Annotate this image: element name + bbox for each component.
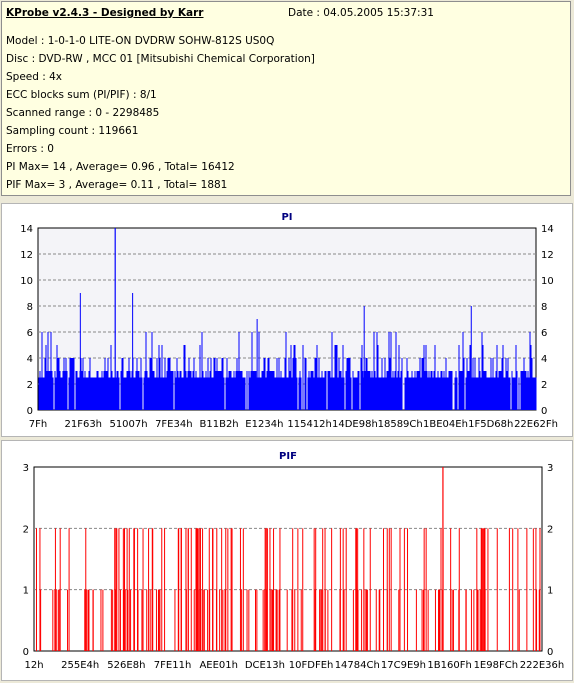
x-tick-label: 1E98FCh: [474, 660, 518, 671]
pif-chart-panel: PIF 0 0 1 1 2 2 3 3 12h 255E4h 526E8h 7FE11h AEE01h DC…: [1, 440, 573, 681]
y-tick-label-left: 2: [27, 380, 33, 391]
x-tick-label: 22E62Fh: [514, 419, 558, 430]
y-tick-label-right: 0: [541, 406, 547, 417]
y-tick-label-left: 0: [23, 647, 29, 658]
scan-date: Date : 04.05.2005 15:37:31: [288, 7, 434, 19]
x-tick-label: 7Fh: [29, 419, 47, 430]
y-tick-label-right: 10: [541, 276, 554, 287]
x-tick-label: 17C9E9h: [381, 660, 426, 671]
x-tick-label: 115412h: [287, 419, 332, 430]
y-tick-label-left: 4: [27, 354, 33, 365]
x-tick-label: 10FDFEh: [289, 660, 334, 671]
y-tick-label-right: 12: [541, 250, 554, 261]
x-tick-label: DCE13h: [245, 660, 285, 671]
pi-chart-panel: PI 0 0 2 2 4 4 6 6 8 8 10 10 12 12 14 14 7Fh 21F63h 51007h 7…: [1, 203, 573, 437]
chart-title: PIF: [279, 451, 297, 462]
x-tick-label: 222E36h: [520, 660, 564, 671]
y-tick-label-right: 3: [547, 463, 553, 474]
x-tick-label: 14DE98h: [332, 419, 378, 430]
y-tick-label-right: 2: [547, 524, 553, 535]
y-tick-label-right: 4: [541, 354, 547, 365]
info-panel: KProbe v2.4.3 - Designed by Karr Date : …: [1, 1, 571, 196]
y-tick-label-right: 14: [541, 224, 554, 235]
sampling-line: Sampling count : 119661: [6, 125, 139, 137]
bars: [38, 228, 537, 410]
y-tick-label-left: 0: [27, 406, 33, 417]
y-tick-label-left: 14: [20, 224, 33, 235]
pif-summary-line: PIF Max= 3 , Average= 0.11 , Total= 1881: [6, 179, 228, 191]
x-tick-label: 1F5D68h: [468, 419, 513, 430]
ecc-line: ECC blocks sum (PI/PIF) : 8/1: [6, 89, 157, 101]
pi-chart: PI 0 0 2 2 4 4 6 6 8 8 10 10 12 12 14 14 7Fh 21F63h 51007h 7…: [20, 212, 558, 430]
app-title: KProbe v2.4.3 - Designed by Karr: [6, 7, 204, 19]
y-tick-label-right: 6: [541, 328, 547, 339]
x-tick-label: 1BE04Eh: [423, 419, 468, 430]
x-tick-label: 255E4h: [61, 660, 99, 671]
x-tick-label: 7FE34h: [155, 419, 193, 430]
x-tick-label: 7FE11h: [154, 660, 192, 671]
x-tick-label: B11B2h: [200, 419, 239, 430]
x-tick-label: 51007h: [109, 419, 147, 430]
y-tick-label-left: 12: [20, 250, 33, 261]
range-line: Scanned range : 0 - 2298485: [6, 107, 160, 119]
x-tick-label: 21F63h: [64, 419, 102, 430]
y-tick-label-left: 10: [20, 276, 33, 287]
y-tick-label-left: 6: [27, 328, 33, 339]
x-tick-label: 18589Ch: [378, 419, 423, 430]
pif-chart: PIF 0 0 1 1 2 2 3 3 12h 255E4h 526E8h 7FE11h AEE01h DC…: [23, 451, 565, 671]
x-tick-label: E1234h: [245, 419, 283, 430]
y-tick-label-left: 8: [27, 302, 33, 313]
x-tick-label: AEE01h: [199, 660, 238, 671]
speed-line: Speed : 4x: [6, 71, 63, 83]
x-tick-label: 14784Ch: [335, 660, 380, 671]
y-tick-label-left: 1: [23, 586, 29, 597]
disc-line: Disc : DVD-RW , MCC 01 [Mitsubishi Chemi…: [6, 53, 315, 65]
y-tick-label-left: 3: [23, 463, 29, 474]
chart-title: PI: [281, 212, 292, 223]
x-tick-label: 526E8h: [107, 660, 145, 671]
x-tick-label: 1B160Fh: [427, 660, 471, 671]
y-tick-label-right: 0: [547, 647, 553, 658]
model-line: Model : 1-0-1-0 LITE-ON DVDRW SOHW-812S …: [6, 35, 275, 47]
pi-summary-line: PI Max= 14 , Average= 0.96 , Total= 1641…: [6, 161, 235, 173]
y-tick-label-right: 8: [541, 302, 547, 313]
y-tick-label-left: 2: [23, 524, 29, 535]
y-tick-label-right: 2: [541, 380, 547, 391]
y-tick-label-right: 1: [547, 586, 553, 597]
x-tick-label: 12h: [24, 660, 43, 671]
bars: [36, 467, 541, 651]
errors-line: Errors : 0: [6, 143, 54, 155]
